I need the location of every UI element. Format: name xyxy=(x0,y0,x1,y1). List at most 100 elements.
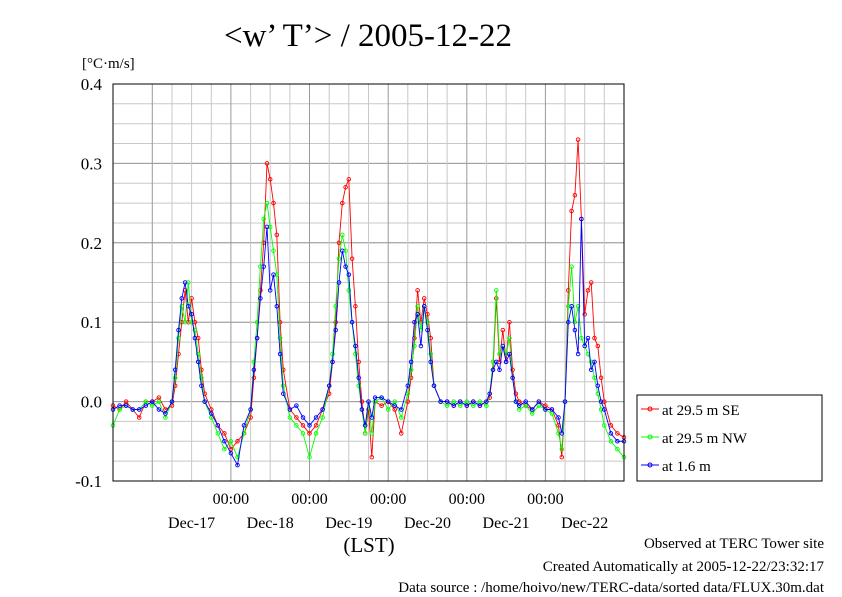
data-point xyxy=(254,319,260,325)
data-point xyxy=(228,450,234,456)
data-point xyxy=(592,359,597,365)
data-point xyxy=(353,343,358,349)
data-point xyxy=(241,423,247,428)
data-point xyxy=(192,335,198,341)
data-point xyxy=(575,137,581,142)
data-point xyxy=(189,312,194,317)
data-point xyxy=(202,399,207,404)
data-point xyxy=(510,375,515,381)
data-point xyxy=(172,375,178,381)
data-point xyxy=(598,399,604,404)
data-point xyxy=(507,319,512,325)
data-point xyxy=(415,288,420,293)
x-tick-day-label: Dec-17 xyxy=(168,515,215,532)
data-point xyxy=(464,403,470,408)
data-point xyxy=(575,351,581,357)
data-point xyxy=(136,415,142,420)
data-point xyxy=(359,399,365,404)
data-point xyxy=(199,383,204,388)
data-point xyxy=(566,319,571,325)
data-point xyxy=(343,264,348,269)
data-point xyxy=(353,304,358,309)
data-point xyxy=(176,335,181,341)
data-point xyxy=(543,407,548,412)
grid xyxy=(113,83,624,482)
x-tick-day-label: Dec-22 xyxy=(561,515,608,532)
data-point xyxy=(359,407,365,412)
data-point xyxy=(271,272,276,277)
x-tick-time-label: 00:00 xyxy=(527,491,563,508)
data-point xyxy=(300,415,306,420)
y-tick-label: 0.3 xyxy=(81,154,102,173)
plot-frame xyxy=(112,83,625,482)
y-tick-label: 0.4 xyxy=(81,75,103,94)
data-point xyxy=(477,403,483,408)
data-point xyxy=(287,407,293,412)
legend-box xyxy=(636,394,823,482)
data-point xyxy=(582,312,587,317)
data-point xyxy=(608,431,614,436)
data-point xyxy=(346,177,352,182)
y-axis-label: [°C·m/s] xyxy=(82,56,135,72)
legend-marker xyxy=(647,462,653,468)
data-point xyxy=(313,415,319,420)
data-point xyxy=(369,415,375,420)
data-point xyxy=(343,184,348,190)
data-point xyxy=(608,439,614,444)
data-point xyxy=(598,375,604,381)
data-point xyxy=(156,399,162,404)
data-point xyxy=(405,383,411,388)
data-point xyxy=(362,423,368,428)
data-point xyxy=(415,312,420,317)
data-point xyxy=(264,224,270,230)
data-point xyxy=(513,391,519,396)
data-point xyxy=(349,256,355,261)
data-point xyxy=(379,403,384,408)
data-point xyxy=(369,431,375,436)
data-point xyxy=(497,367,502,373)
data-point xyxy=(356,375,361,381)
data-point xyxy=(503,359,509,365)
data-point xyxy=(569,208,574,214)
data-point xyxy=(500,327,506,333)
data-point xyxy=(130,407,135,412)
data-point xyxy=(513,399,519,404)
data-point xyxy=(366,399,371,404)
data-point xyxy=(320,415,325,420)
data-point xyxy=(261,216,266,222)
data-point xyxy=(163,411,168,416)
data-point xyxy=(346,288,352,293)
data-point xyxy=(523,399,528,404)
y-tick-label: -0.1 xyxy=(75,472,102,491)
x-tick-time-label: 00:00 xyxy=(370,491,406,508)
data-point xyxy=(362,431,368,436)
data-point xyxy=(346,272,352,277)
series-line xyxy=(112,218,624,467)
data-point xyxy=(271,248,276,253)
data-point xyxy=(569,304,574,309)
data-point xyxy=(615,439,620,444)
legend-marker xyxy=(647,434,653,440)
data-point xyxy=(326,383,332,388)
data-point xyxy=(336,256,342,261)
data-point xyxy=(595,343,601,349)
data-point xyxy=(248,407,253,412)
data-point xyxy=(412,335,417,341)
data-point xyxy=(408,367,414,373)
data-point xyxy=(559,454,565,460)
data-point xyxy=(117,403,122,408)
data-point xyxy=(500,343,506,349)
data-point xyxy=(588,280,594,285)
data-point xyxy=(379,395,384,400)
data-point xyxy=(222,439,227,444)
data-point xyxy=(582,343,587,349)
data-point xyxy=(356,383,361,388)
data-point xyxy=(575,304,581,309)
data-point xyxy=(392,403,397,408)
data-point xyxy=(369,454,375,460)
data-point xyxy=(294,423,299,428)
data-point xyxy=(235,454,240,460)
data-point xyxy=(330,359,335,365)
data-source-note: Data source : /home/hoivo/new/TERC-data/… xyxy=(398,580,824,596)
